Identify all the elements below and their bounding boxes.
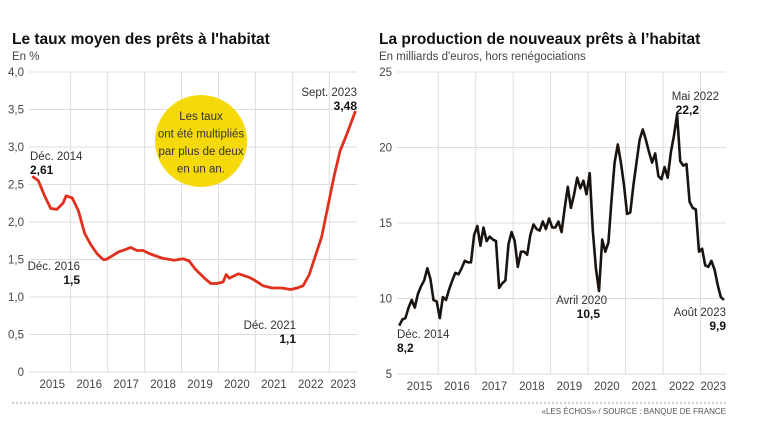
callout-text: en un an. — [177, 164, 225, 176]
annotation-label: Avril 2020 — [556, 295, 607, 307]
x-tick-label: 2019 — [557, 381, 583, 393]
annotation-label: Déc. 2014 — [30, 151, 83, 163]
annotation-value: 8,2 — [397, 341, 414, 355]
callout-text: par plus de deux — [158, 146, 243, 158]
y-tick-label: 10 — [379, 294, 392, 306]
annotation-value: 3,48 — [334, 99, 358, 113]
series-line — [398, 113, 725, 327]
right-chart: 5 10 15 20 25 2015 2016 2017 2018 2019 2020 2021 202… — [379, 67, 726, 393]
annotation-label: Déc. 2014 — [397, 329, 450, 341]
x-tick-label: 2016 — [76, 379, 102, 391]
y-tick-label: 1,0 — [8, 292, 24, 304]
callout-bubble — [155, 95, 247, 187]
source-note: «LES ÉCHOS» / SOURCE : BANQUE DE FRANCE — [542, 407, 727, 416]
x-tick-label: 2015 — [407, 381, 433, 393]
right-chart-subtitle: En milliards d'euros, hors renégociation… — [379, 51, 586, 63]
x-tick-label: 2020 — [224, 379, 250, 391]
callout-text: Les taux — [179, 111, 223, 123]
annotation-value: 9,9 — [709, 319, 726, 333]
x-tick-label: 2022 — [298, 379, 324, 391]
annotation-label: Déc. 2016 — [28, 261, 80, 273]
annotation-value: 1,5 — [63, 273, 80, 287]
y-tick-label: 5 — [386, 369, 392, 381]
callout-text: ont été multipliés — [158, 129, 245, 141]
x-tick-label: 2021 — [261, 379, 287, 391]
y-tick-label: 4,0 — [8, 67, 24, 79]
x-tick-label: 2019 — [187, 379, 213, 391]
annotation-label: Sept. 2023 — [301, 87, 357, 99]
y-tick-label: 2,5 — [8, 180, 24, 192]
y-tick-label: 1,5 — [8, 255, 24, 267]
x-tick-label: 2018 — [519, 381, 545, 393]
x-tick-label: 2015 — [39, 379, 65, 391]
left-chart: 0 0,5 1,0 1,5 2,0 2,5 3,0 3,5 4,0 2015 2016 2017 201… — [8, 67, 357, 391]
y-tick-label: 3,5 — [8, 105, 24, 117]
x-tick-label: 2018 — [150, 379, 176, 391]
y-tick-label: 20 — [379, 143, 392, 155]
y-tick-label: 25 — [379, 67, 392, 79]
x-tick-label: 2021 — [632, 381, 658, 393]
annotation-label: Août 2023 — [674, 307, 726, 319]
x-tick-label: 2023 — [330, 379, 356, 391]
x-tick-label: 2023 — [700, 381, 726, 393]
left-chart-title: Le taux moyen des prêts à l'habitat — [12, 31, 270, 48]
right-chart-title: La production de nouveaux prêts à l’habi… — [379, 31, 700, 48]
x-tick-label: 2020 — [594, 381, 620, 393]
x-tick-label: 2017 — [482, 381, 508, 393]
annotation-label: Déc. 2021 — [244, 320, 296, 332]
annotation-value: 10,5 — [577, 307, 601, 321]
annotation-value: 2,61 — [30, 163, 54, 177]
annotation-value: 1,1 — [279, 332, 296, 346]
annotation-label: Mai 2022 — [672, 91, 719, 103]
y-tick-label: 0,5 — [8, 330, 24, 342]
annotation-value: 22,2 — [676, 103, 700, 117]
x-tick-label: 2022 — [669, 381, 695, 393]
y-tick-label: 0 — [18, 367, 24, 379]
left-chart-subtitle: En % — [12, 51, 40, 63]
y-tick-label: 3,0 — [8, 142, 24, 154]
y-tick-label: 15 — [379, 218, 392, 230]
x-tick-label: 2017 — [113, 379, 139, 391]
x-tick-label: 2016 — [444, 381, 470, 393]
y-tick-label: 2,0 — [8, 217, 24, 229]
